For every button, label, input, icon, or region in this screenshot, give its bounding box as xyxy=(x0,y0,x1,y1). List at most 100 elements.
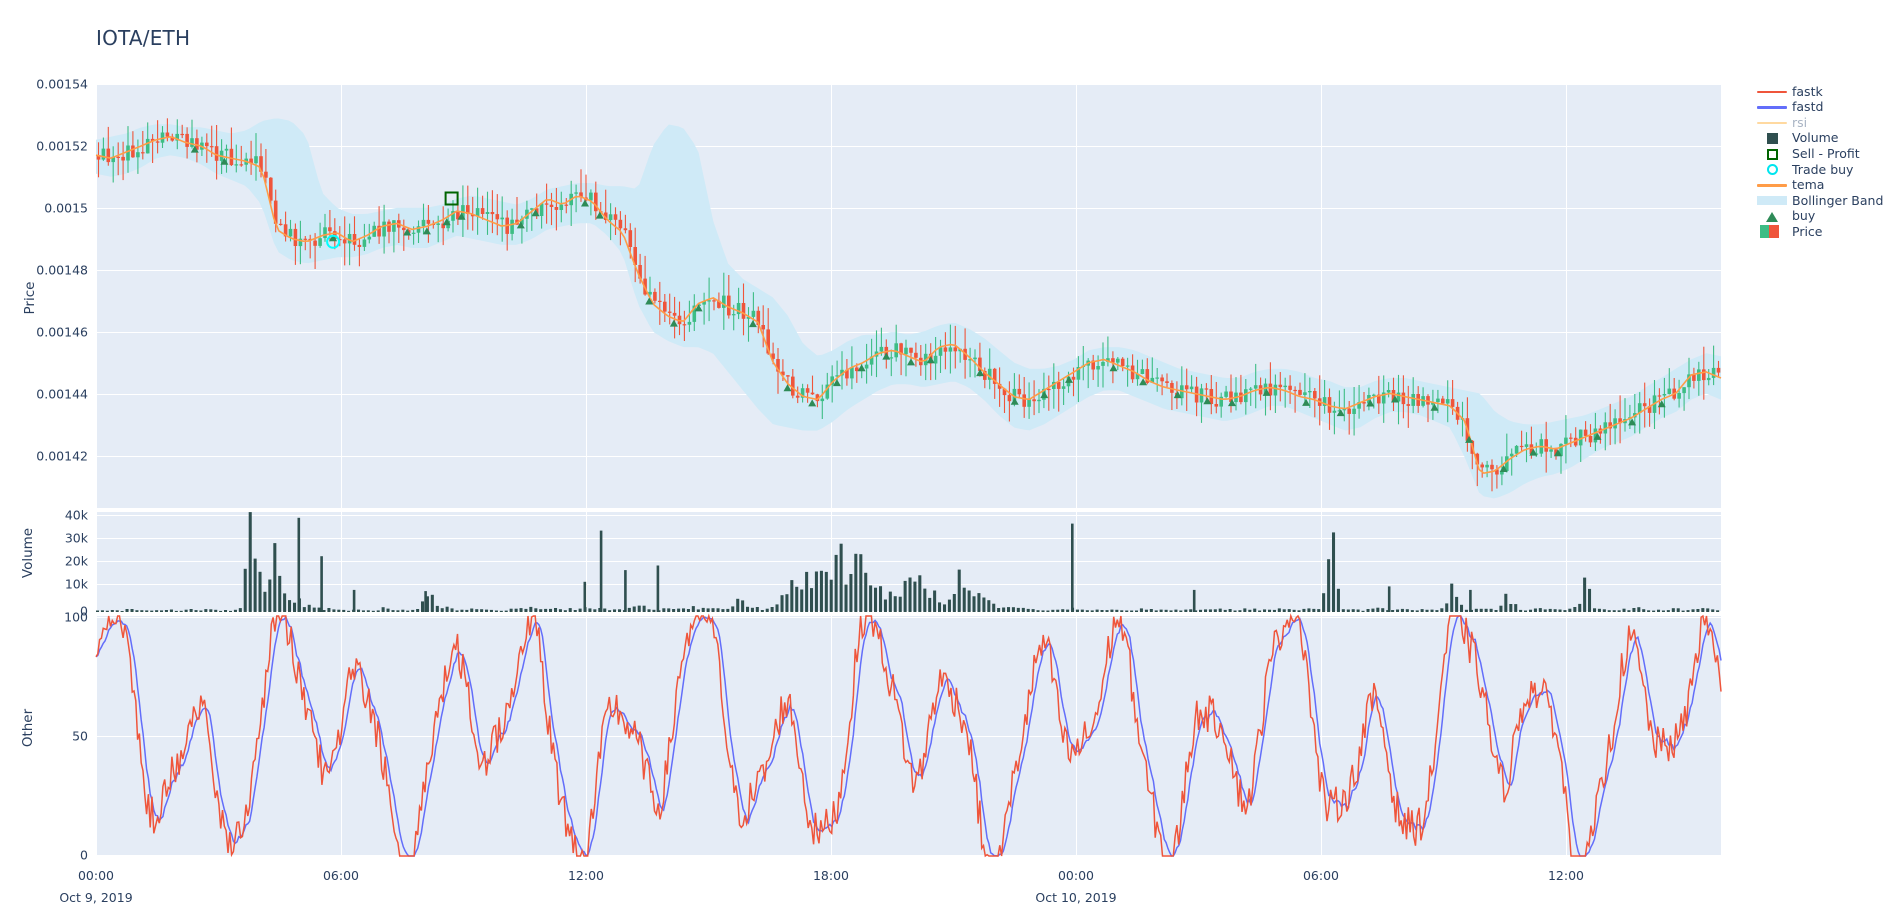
gridline-horizontal xyxy=(96,394,1721,395)
line-icon xyxy=(1755,100,1789,115)
gridline-vertical xyxy=(586,616,587,856)
gridline-horizontal xyxy=(96,84,1721,85)
legend-item-label: Volume xyxy=(1792,130,1839,146)
gridline-vertical xyxy=(1566,84,1567,508)
legend-item-label: Sell - Profit xyxy=(1792,145,1860,161)
xtick-1: 06:00 xyxy=(322,868,360,883)
xdate-1: Oct 10, 2019 xyxy=(1035,890,1117,905)
page-title: IOTA/ETH xyxy=(96,26,191,50)
legend-item-bollinger-band[interactable]: Bollinger Band xyxy=(1755,193,1888,209)
legend-item-label: buy xyxy=(1792,208,1816,224)
legend-item-rsi[interactable]: rsi xyxy=(1755,115,1888,131)
ytick-other-0: 100 xyxy=(64,609,88,625)
legend-item-tema[interactable]: tema xyxy=(1755,178,1888,194)
xtick-5: 06:00 xyxy=(1302,868,1340,883)
legend-item-fastd[interactable]: fastd xyxy=(1755,100,1888,116)
ytick-price-6: 0.00142 xyxy=(36,448,88,464)
legend-item-label: tema xyxy=(1792,177,1825,193)
ytick-volume-4: 0 xyxy=(80,603,88,619)
legend-item-label: Bollinger Band xyxy=(1792,192,1884,208)
gridline-horizontal xyxy=(96,270,1721,271)
gridline-vertical xyxy=(1076,512,1077,612)
gridline-horizontal xyxy=(96,332,1721,333)
xtick-3: 18:00 xyxy=(812,868,850,883)
ytick-price-5: 0.00144 xyxy=(36,386,88,402)
gridline-vertical xyxy=(1076,616,1077,856)
sell-profit-marker xyxy=(444,191,459,206)
legend-item-price[interactable]: Price xyxy=(1755,224,1888,240)
line-icon xyxy=(1755,115,1789,130)
gridline-vertical xyxy=(96,84,97,508)
triangle-up-icon xyxy=(1755,209,1789,224)
legend-item-buy[interactable]: buy xyxy=(1755,209,1888,225)
gridline-horizontal xyxy=(96,456,1721,457)
open-circle-icon xyxy=(1755,162,1789,177)
tema-line xyxy=(95,135,1722,475)
legend-item-label: Price xyxy=(1792,223,1823,239)
ytick-volume-0: 40k xyxy=(64,507,88,523)
trade-buy-marker xyxy=(326,234,341,249)
fastd-line xyxy=(95,615,1722,857)
gridline-vertical xyxy=(586,84,587,508)
fastk-line xyxy=(95,613,1722,858)
xdate-0: Oct 9, 2019 xyxy=(59,890,133,905)
ytick-volume-2: 20k xyxy=(64,553,88,569)
gridline-vertical xyxy=(1321,512,1322,612)
gridline-vertical xyxy=(1321,84,1322,508)
ytick-price-3: 0.00148 xyxy=(36,262,88,278)
gridline-horizontal xyxy=(96,561,1721,562)
legend-item-label: Trade buy xyxy=(1792,161,1854,177)
gridline-horizontal xyxy=(96,617,1721,618)
gridline-horizontal xyxy=(96,146,1721,147)
gridline-vertical xyxy=(831,512,832,612)
price-subplot xyxy=(96,84,1721,508)
gridline-vertical xyxy=(586,512,587,612)
gridline-vertical xyxy=(96,512,97,612)
legend-item-trade-buy[interactable]: Trade buy xyxy=(1755,162,1888,178)
gridline-vertical xyxy=(1321,616,1322,856)
gridline-vertical xyxy=(341,84,342,508)
band-swatch-icon xyxy=(1755,193,1789,208)
candlestick-icon xyxy=(1755,225,1789,240)
ytick-other-2: 0 xyxy=(80,847,88,863)
legend-item-sell-profit[interactable]: Sell - Profit xyxy=(1755,146,1888,162)
line-icon xyxy=(1755,178,1789,193)
ytick-other-1: 50 xyxy=(72,728,88,744)
gridline-horizontal xyxy=(96,208,1721,209)
legend-item-fastk[interactable]: fastk xyxy=(1755,84,1888,100)
xtick-4: 00:00 xyxy=(1057,868,1095,883)
gridline-vertical xyxy=(1566,512,1567,612)
xtick-0: 00:00 xyxy=(77,868,115,883)
gridline-horizontal xyxy=(96,736,1721,737)
ytick-volume-1: 30k xyxy=(64,530,88,546)
ytick-volume-3: 10k xyxy=(64,576,88,592)
xtick-2: 12:00 xyxy=(567,868,605,883)
gridline-vertical xyxy=(341,512,342,612)
ytick-price-0: 0.00154 xyxy=(36,76,88,92)
volume-bars xyxy=(96,512,1720,612)
ytick-price-2: 0.0015 xyxy=(44,200,88,216)
legend-item-volume[interactable]: Volume xyxy=(1755,131,1888,147)
legend-item-label: rsi xyxy=(1792,114,1808,130)
gridline-vertical xyxy=(96,616,97,856)
gridline-horizontal xyxy=(96,538,1721,539)
legend-item-label: fastd xyxy=(1792,99,1824,115)
line-icon xyxy=(1755,84,1789,99)
filled-square-icon xyxy=(1755,131,1789,146)
gridline-vertical xyxy=(1566,616,1567,856)
legend-item-label: fastk xyxy=(1792,83,1823,99)
gridline-vertical xyxy=(831,616,832,856)
ytick-price-4: 0.00146 xyxy=(36,324,88,340)
legend: fastk fastd rsi Volume Sell - Profit Trade bu… xyxy=(1755,84,1888,240)
ytick-price-1: 0.00152 xyxy=(36,138,88,154)
open-square-icon xyxy=(1755,147,1789,162)
gridline-horizontal xyxy=(96,515,1721,516)
xtick-6: 12:00 xyxy=(1547,868,1585,883)
gridline-vertical xyxy=(831,84,832,508)
buy-markers xyxy=(190,145,1666,472)
gridline-horizontal xyxy=(96,855,1721,856)
